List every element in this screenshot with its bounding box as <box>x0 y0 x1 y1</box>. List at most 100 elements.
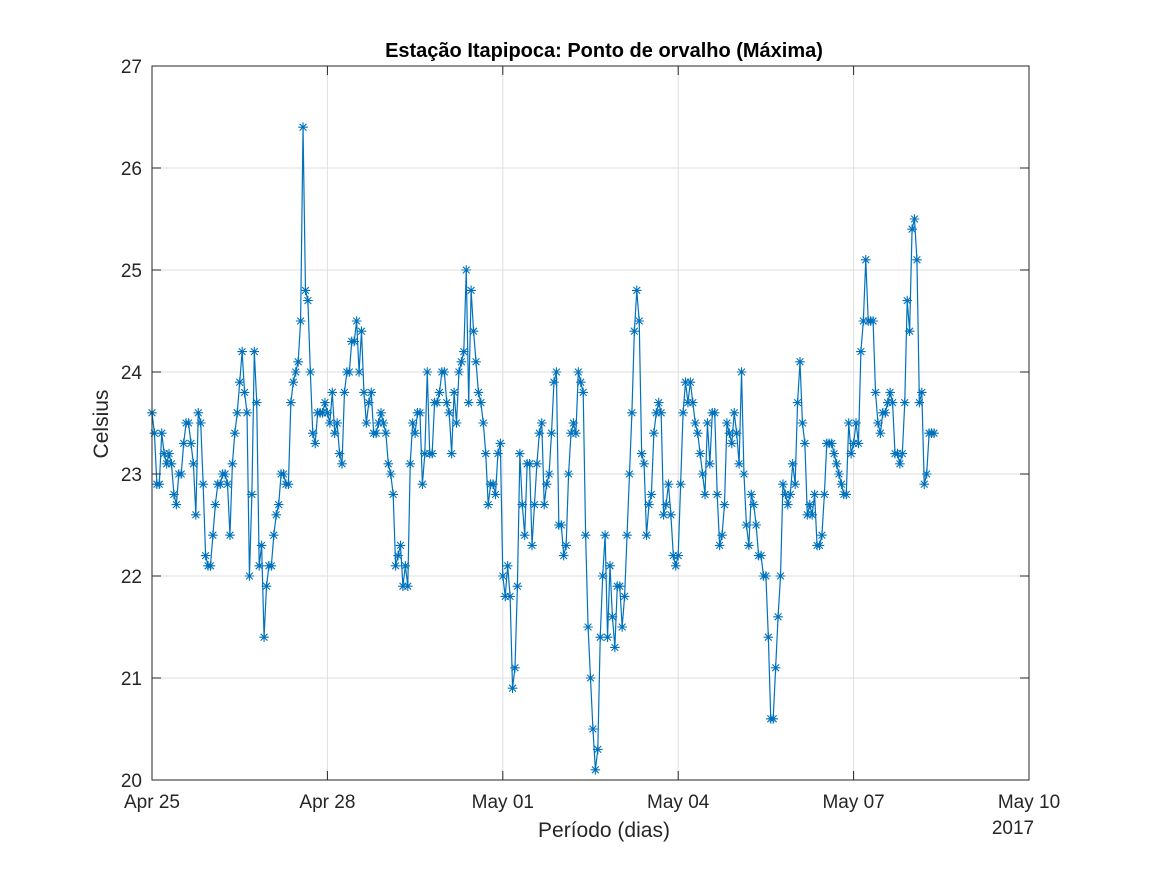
y-tick-label: 27 <box>121 57 142 78</box>
data-point <box>420 448 430 459</box>
data-point <box>232 408 243 418</box>
data-point <box>836 479 847 489</box>
data-point <box>914 397 925 408</box>
data-point <box>278 469 289 479</box>
data-point <box>317 408 328 418</box>
data-point <box>756 550 766 561</box>
data-point <box>446 448 457 459</box>
data-point <box>785 489 796 500</box>
data-point <box>919 479 930 489</box>
data-point <box>690 418 701 428</box>
data-point <box>178 438 189 449</box>
data-point <box>534 428 545 438</box>
data-point <box>899 397 910 408</box>
data-point <box>444 408 455 418</box>
data-point <box>736 367 747 377</box>
data-point <box>778 479 788 489</box>
data-point <box>800 438 810 449</box>
x-tick-label: May 07 <box>822 792 884 813</box>
y-tick-label: 21 <box>121 669 142 690</box>
data-point <box>303 295 313 306</box>
data-point <box>283 479 294 489</box>
data-point <box>719 499 730 510</box>
data-point <box>305 367 316 377</box>
data-point <box>295 316 306 326</box>
data-point <box>359 387 369 398</box>
data-point <box>624 469 635 479</box>
data-point <box>405 459 416 469</box>
y-tick-label: 24 <box>121 363 143 384</box>
data-point <box>902 295 912 306</box>
data-point <box>605 561 615 571</box>
data-point <box>517 499 528 510</box>
data-point <box>712 489 722 500</box>
data-point <box>225 530 235 540</box>
data-point <box>600 530 610 540</box>
data-point <box>683 397 693 408</box>
data-point <box>364 397 374 408</box>
data-point <box>310 438 321 449</box>
data-point <box>663 479 674 489</box>
data-point <box>627 408 637 418</box>
data-point <box>332 418 342 428</box>
y-tick-label: 22 <box>121 567 142 588</box>
data-point <box>183 418 194 428</box>
data-point <box>468 326 479 336</box>
data-point <box>658 510 669 520</box>
data-point <box>717 530 727 540</box>
data-point <box>205 561 216 571</box>
data-point <box>527 540 537 551</box>
data-point <box>571 428 581 438</box>
data-point <box>532 459 542 469</box>
data-point <box>851 418 861 428</box>
data-point <box>378 418 389 428</box>
data-point <box>242 408 252 418</box>
data-point <box>578 387 588 398</box>
data-point <box>739 469 749 479</box>
data-point <box>649 428 659 438</box>
data-point <box>780 489 791 500</box>
data-point <box>670 561 681 571</box>
data-point <box>597 571 608 581</box>
data-point <box>476 397 486 408</box>
data-point <box>695 448 705 459</box>
data-point <box>692 428 703 438</box>
data-point <box>673 550 683 561</box>
data-point <box>585 673 596 683</box>
x-tick-label: May 01 <box>472 792 534 813</box>
data-point <box>595 632 606 642</box>
data-point <box>193 408 204 418</box>
data-point <box>722 418 732 428</box>
y-tick-label: 25 <box>121 261 142 282</box>
data-point <box>427 448 437 459</box>
data-point <box>622 530 632 540</box>
data-point <box>529 499 540 510</box>
data-point <box>909 214 920 224</box>
data-point <box>619 591 630 602</box>
data-point <box>636 448 647 459</box>
data-point <box>666 510 676 520</box>
data-point <box>300 285 311 296</box>
data-point <box>471 357 481 367</box>
x-year-label: 2017 <box>992 818 1034 839</box>
data-point <box>327 387 338 398</box>
data-point <box>410 428 420 438</box>
data-point <box>434 387 445 398</box>
data-point <box>549 377 559 387</box>
axes-box <box>151 65 1030 781</box>
data-point <box>651 408 662 418</box>
data-point <box>510 663 520 673</box>
data-point <box>834 469 844 479</box>
data-point <box>744 540 754 551</box>
data-point <box>354 367 364 377</box>
data-point <box>439 367 450 377</box>
data-point <box>398 581 408 591</box>
data-point <box>159 448 169 459</box>
data-point <box>171 499 182 510</box>
data-point <box>286 397 296 408</box>
data-point <box>544 469 554 479</box>
data-point <box>563 469 574 479</box>
chart-title: Estação Itapipoca: Ponto de orvalho (Máx… <box>385 40 823 62</box>
data-point <box>792 397 803 408</box>
data-point <box>417 479 428 489</box>
